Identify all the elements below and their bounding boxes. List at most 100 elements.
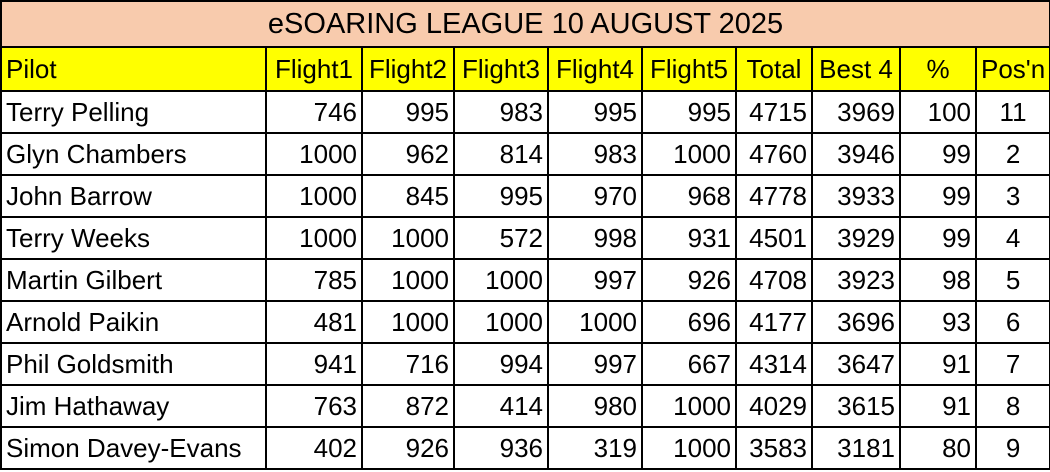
cell-percent: 91: [899, 342, 977, 386]
cell-flight4: 970: [547, 174, 643, 218]
cell-best4: 3969: [811, 90, 901, 134]
cell-position: 3: [974, 174, 1050, 218]
cell-flight3: 814: [453, 132, 549, 176]
table-row: Glyn Chambers 1000 962 814 983 1000 4760 3946 99…: [0, 132, 1050, 176]
cell-flight2: 1000: [361, 258, 455, 302]
cell-percent: 98: [899, 258, 977, 302]
table-row: Jim Hathaway 763 872 414 980 1000 4029 3615 91 8: [0, 384, 1050, 428]
column-header-flight3: Flight3: [453, 46, 549, 92]
cell-flight2: 716: [361, 342, 455, 386]
cell-flight1: 402: [265, 426, 363, 470]
cell-percent: 91: [899, 384, 977, 428]
cell-position: 7: [974, 342, 1050, 386]
cell-flight5: 1000: [641, 132, 737, 176]
cell-flight3: 994: [453, 342, 549, 386]
table-title: eSOARING LEAGUE 10 AUGUST 2025: [0, 0, 1050, 48]
cell-total: 4708: [735, 258, 813, 302]
cell-flight3: 983: [453, 90, 549, 134]
cell-flight5: 1000: [641, 384, 737, 428]
table-row: Martin Gilbert 785 1000 1000 997 926 4708 3923 9…: [0, 258, 1050, 302]
cell-flight5: 696: [641, 300, 737, 344]
cell-flight4: 983: [547, 132, 643, 176]
cell-pilot: Martin Gilbert: [0, 258, 267, 302]
cell-position: 6: [974, 300, 1050, 344]
cell-flight3: 1000: [453, 258, 549, 302]
cell-percent: 99: [899, 174, 977, 218]
cell-flight2: 1000: [361, 216, 455, 260]
cell-position: 4: [974, 216, 1050, 260]
cell-flight4: 997: [547, 258, 643, 302]
column-header-flight2: Flight2: [361, 46, 455, 92]
cell-best4: 3923: [811, 258, 901, 302]
table-row: Terry Pelling 746 995 983 995 995 4715 3969 100 1…: [0, 90, 1050, 134]
cell-best4: 3647: [811, 342, 901, 386]
cell-position: 2: [974, 132, 1050, 176]
cell-pilot: Terry Pelling: [0, 90, 267, 134]
cell-flight4: 995: [547, 90, 643, 134]
cell-percent: 100: [899, 90, 977, 134]
cell-pilot: Jim Hathaway: [0, 384, 267, 428]
cell-flight3: 936: [453, 426, 549, 470]
cell-pilot: Simon Davey-Evans: [0, 426, 267, 470]
cell-pilot: Arnold Paikin: [0, 300, 267, 344]
cell-total: 4778: [735, 174, 813, 218]
cell-percent: 80: [899, 426, 977, 470]
column-header-total: Total: [735, 46, 813, 92]
cell-percent: 99: [899, 216, 977, 260]
cell-flight2: 872: [361, 384, 455, 428]
header-row: Pilot Flight1 Flight2 Flight3 Flight4 Fl…: [0, 46, 1050, 92]
cell-flight3: 572: [453, 216, 549, 260]
cell-flight5: 926: [641, 258, 737, 302]
cell-percent: 93: [899, 300, 977, 344]
cell-best4: 3696: [811, 300, 901, 344]
cell-flight1: 481: [265, 300, 363, 344]
cell-total: 3583: [735, 426, 813, 470]
cell-flight5: 995: [641, 90, 737, 134]
cell-flight1: 1000: [265, 216, 363, 260]
table-row: Phil Goldsmith 941 716 994 997 667 4314 3647 91 7: [0, 342, 1050, 386]
cell-flight1: 785: [265, 258, 363, 302]
cell-position: 11: [974, 90, 1050, 134]
cell-flight3: 414: [453, 384, 549, 428]
table-row: John Barrow 1000 845 995 970 968 4778 3933 99 3: [0, 174, 1050, 218]
column-header-flight4: Flight4: [547, 46, 643, 92]
table-row: Terry Weeks 1000 1000 572 998 931 4501 3929 99 4: [0, 216, 1050, 260]
cell-flight4: 980: [547, 384, 643, 428]
cell-total: 4501: [735, 216, 813, 260]
cell-total: 4029: [735, 384, 813, 428]
cell-flight2: 1000: [361, 300, 455, 344]
cell-flight1: 1000: [265, 174, 363, 218]
cell-total: 4760: [735, 132, 813, 176]
column-header-flight5: Flight5: [641, 46, 737, 92]
title-row: eSOARING LEAGUE 10 AUGUST 2025: [0, 0, 1050, 48]
cell-flight2: 995: [361, 90, 455, 134]
cell-position: 8: [974, 384, 1050, 428]
cell-total: 4177: [735, 300, 813, 344]
cell-best4: 3181: [811, 426, 901, 470]
cell-flight1: 941: [265, 342, 363, 386]
cell-flight4: 1000: [547, 300, 643, 344]
table-row: Simon Davey-Evans 402 926 936 319 1000 3583 318…: [0, 426, 1050, 470]
cell-flight4: 998: [547, 216, 643, 260]
cell-best4: 3929: [811, 216, 901, 260]
cell-pilot: Terry Weeks: [0, 216, 267, 260]
cell-flight3: 995: [453, 174, 549, 218]
cell-flight5: 1000: [641, 426, 737, 470]
cell-flight1: 763: [265, 384, 363, 428]
table-body: Terry Pelling 746 995 983 995 995 4715 3969 100 1…: [0, 90, 1050, 470]
column-header-pilot: Pilot: [0, 46, 267, 92]
cell-position: 9: [974, 426, 1050, 470]
cell-best4: 3933: [811, 174, 901, 218]
cell-flight3: 1000: [453, 300, 549, 344]
column-header-position: Pos'n: [974, 46, 1050, 92]
cell-total: 4715: [735, 90, 813, 134]
cell-flight2: 926: [361, 426, 455, 470]
cell-flight5: 667: [641, 342, 737, 386]
cell-flight2: 962: [361, 132, 455, 176]
cell-flight1: 1000: [265, 132, 363, 176]
cell-pilot: Phil Goldsmith: [0, 342, 267, 386]
cell-flight4: 319: [547, 426, 643, 470]
cell-pilot: Glyn Chambers: [0, 132, 267, 176]
cell-flight2: 845: [361, 174, 455, 218]
